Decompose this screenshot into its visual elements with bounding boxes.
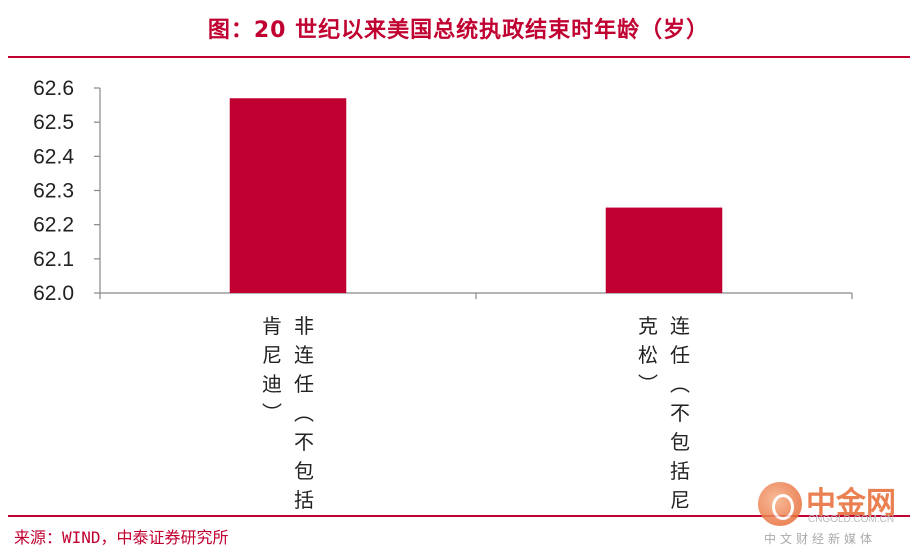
bar-1 xyxy=(229,98,347,293)
title-divider xyxy=(8,56,910,58)
y-tick-label: 62.3 xyxy=(33,180,74,203)
footer-divider xyxy=(8,515,910,517)
y-tick-label: 62.1 xyxy=(33,248,74,271)
y-tick-labels: 62.0 62.1 62.2 62.3 62.4 62.5 62.6 xyxy=(33,77,74,305)
x-tick-label: 克松︶ xyxy=(638,314,658,396)
source-note: 来源：WIND，中泰证券研究所 xyxy=(14,528,229,547)
x-tick-label: 连任︵不包括尼 xyxy=(670,314,690,512)
x-tick-label: 非连任︵不包括 xyxy=(294,314,314,512)
x-tick-label: 肯尼迪︶ xyxy=(262,314,282,425)
watermark: 中金网 CNGOLD.COM.CN 中文财经新媒体 xyxy=(758,478,917,548)
y-tick-label: 62.0 xyxy=(33,282,74,305)
watermark-logo-icon xyxy=(758,482,802,526)
y-tick-label: 62.2 xyxy=(33,214,74,237)
watermark-name: 中金网 xyxy=(806,486,896,521)
y-tick-label: 62.6 xyxy=(33,77,74,100)
watermark-domain: CNGOLD.COM.CN xyxy=(808,514,895,525)
bars xyxy=(229,98,723,293)
chart-axes xyxy=(94,87,853,299)
bar-2 xyxy=(605,207,723,293)
chart-title: 图：20 世纪以来美国总统执政结束时年龄（岁） xyxy=(207,18,710,43)
watermark-slogan: 中文财经新媒体 xyxy=(764,532,877,546)
y-tick-label: 62.4 xyxy=(33,145,74,168)
y-tick-label: 62.5 xyxy=(33,111,74,134)
